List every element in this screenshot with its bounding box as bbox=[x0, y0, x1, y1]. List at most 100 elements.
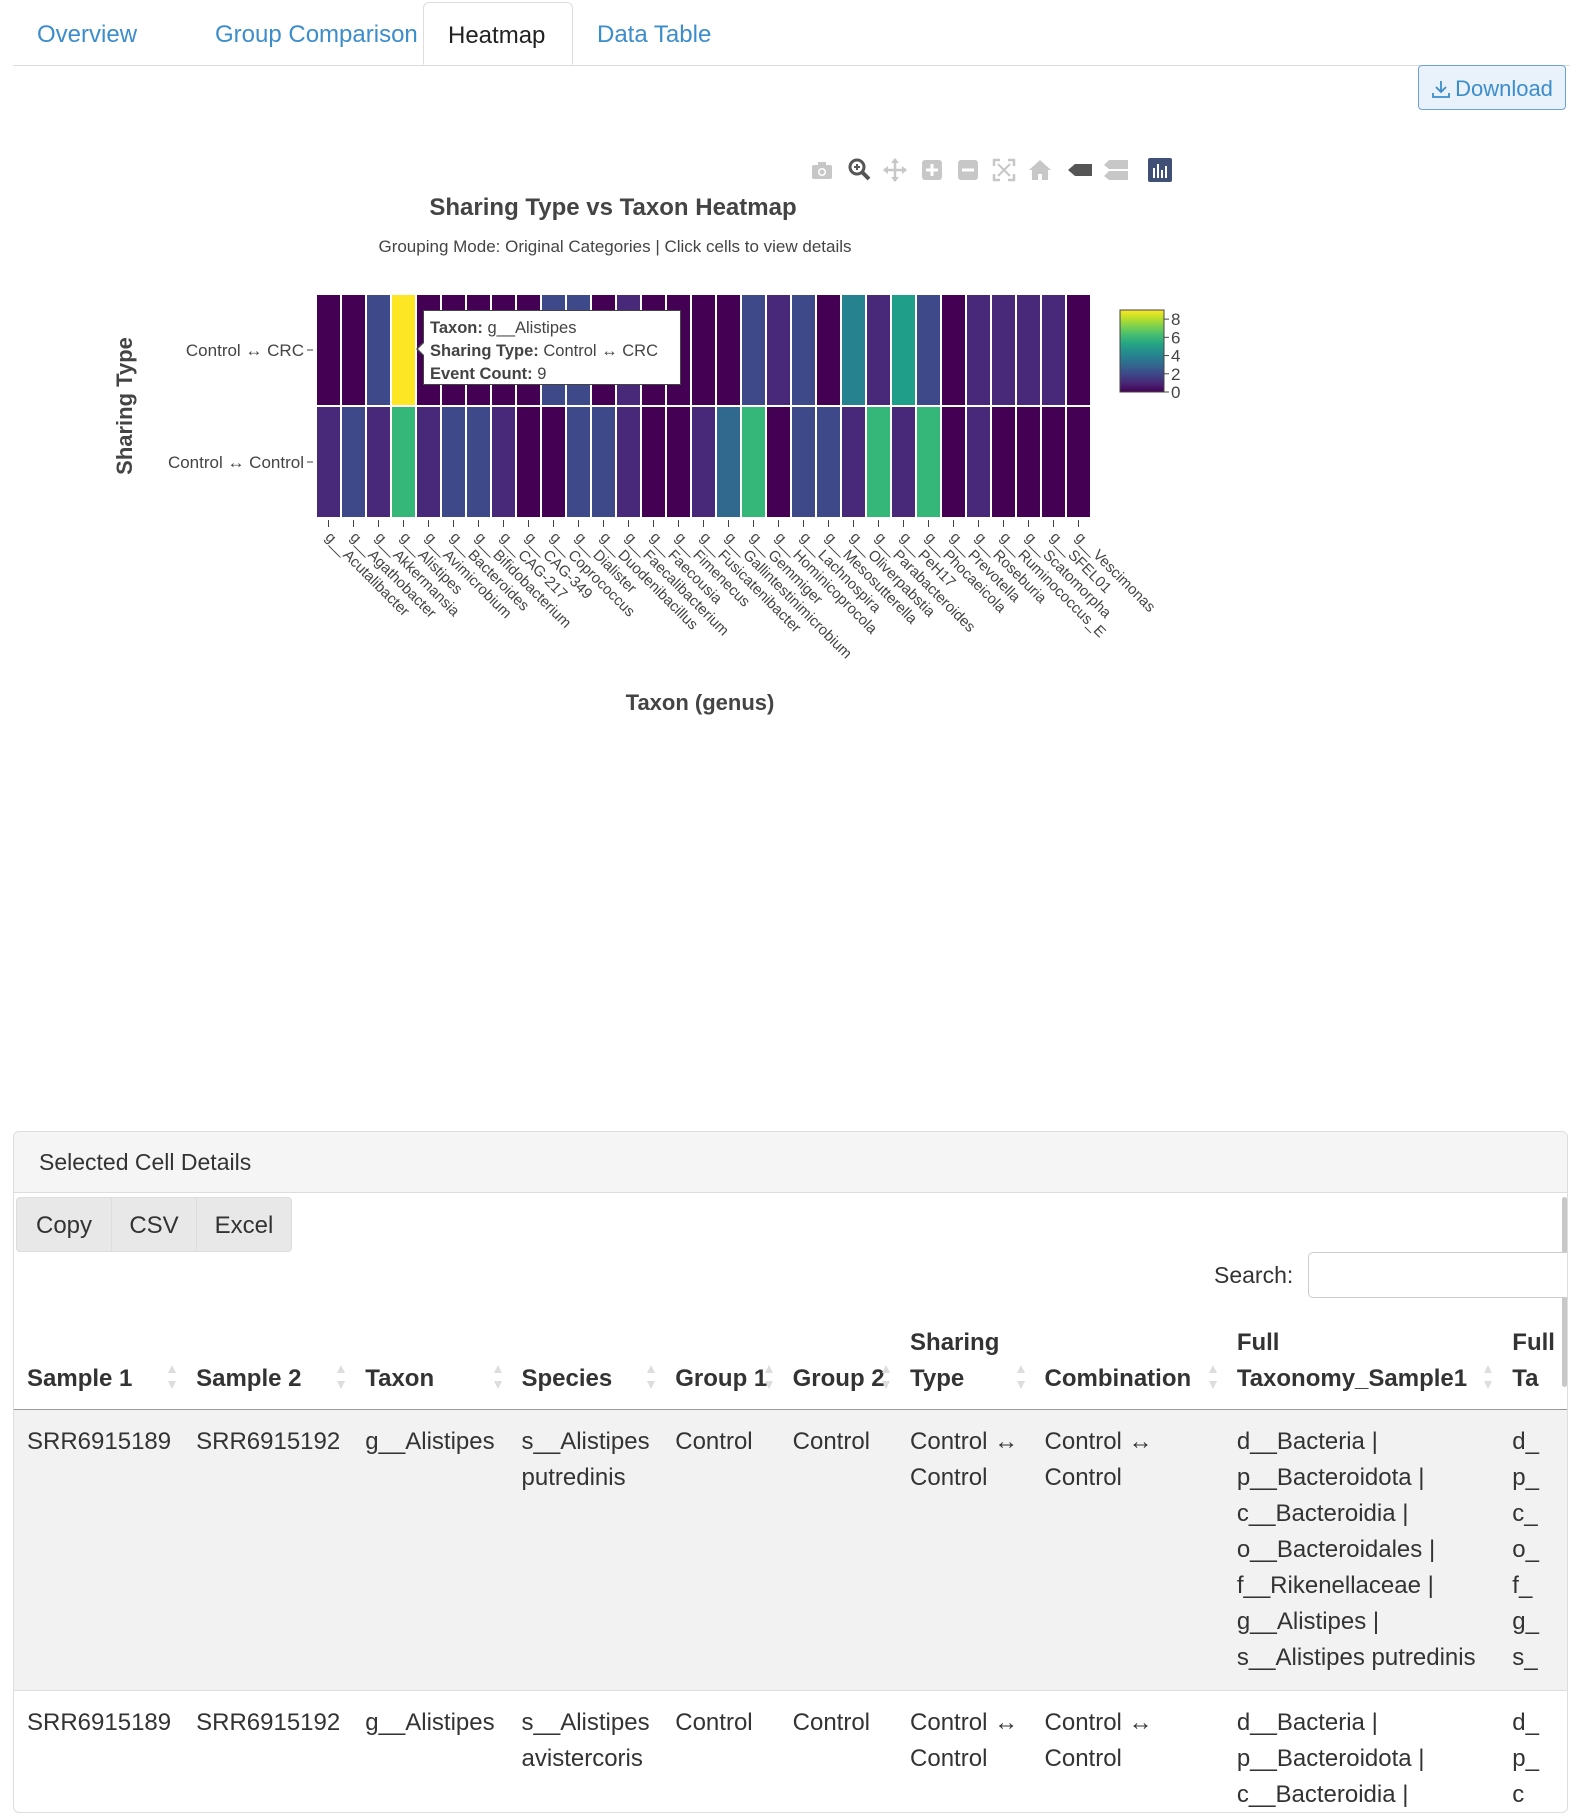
heatmap-cell[interactable] bbox=[342, 407, 365, 517]
heatmap-cell[interactable] bbox=[742, 407, 765, 517]
hover-closest-icon[interactable] bbox=[1066, 156, 1094, 184]
heatmap-cell[interactable] bbox=[592, 407, 615, 517]
heatmap-cell[interactable] bbox=[642, 407, 665, 517]
heatmap-cell[interactable] bbox=[617, 407, 640, 517]
autoscale-icon[interactable] bbox=[990, 156, 1018, 184]
heatmap-cell[interactable] bbox=[767, 295, 790, 405]
copy-button[interactable]: Copy bbox=[16, 1197, 112, 1252]
cell-full-taxonomy-sample2: d_p_c bbox=[1499, 1691, 1567, 1813]
hover-compare-icon[interactable] bbox=[1102, 156, 1130, 184]
heatmap-cell[interactable] bbox=[1067, 407, 1090, 517]
cell-sample2: SRR6915192 bbox=[183, 1691, 352, 1813]
sort-icon bbox=[336, 1363, 346, 1391]
sort-icon bbox=[646, 1363, 656, 1391]
plotly-logo-icon[interactable] bbox=[1146, 156, 1174, 184]
colorbar-tick-label: 4 bbox=[1171, 347, 1180, 366]
heatmap-cell[interactable] bbox=[1017, 295, 1040, 405]
cell-group2: Control bbox=[780, 1410, 897, 1691]
heatmap-cell[interactable] bbox=[317, 295, 340, 405]
heatmap-cell[interactable] bbox=[317, 407, 340, 517]
heatmap-cell[interactable] bbox=[367, 295, 390, 405]
heatmap-cell[interactable] bbox=[767, 407, 790, 517]
heatmap-cell[interactable] bbox=[717, 295, 740, 405]
column-header[interactable]: Full Ta bbox=[1499, 1317, 1567, 1410]
y-axis-title: Sharing Type bbox=[112, 337, 137, 475]
cell-full-taxonomy: d__Bacteria |p__Bacteroidota |c__Bactero… bbox=[1224, 1410, 1499, 1691]
heatmap-cell[interactable] bbox=[692, 295, 715, 405]
heatmap-cell[interactable] bbox=[492, 407, 515, 517]
heatmap-cell[interactable] bbox=[967, 407, 990, 517]
heatmap-cell[interactable] bbox=[742, 295, 765, 405]
heatmap-cell[interactable] bbox=[942, 295, 965, 405]
cell-sample1: SRR6915189 bbox=[14, 1691, 183, 1813]
cell-full-taxonomy: d__Bacteria |p__Bacteroidota |c__Bactero… bbox=[1224, 1691, 1499, 1813]
heatmap-cell[interactable] bbox=[717, 407, 740, 517]
csv-button[interactable]: CSV bbox=[111, 1197, 197, 1252]
heatmap-cell[interactable] bbox=[667, 407, 690, 517]
heatmap-cell[interactable] bbox=[517, 407, 540, 517]
column-header[interactable]: Sample 2 bbox=[183, 1317, 352, 1410]
heatmap-cell[interactable] bbox=[417, 407, 440, 517]
heatmap-cell[interactable] bbox=[1067, 295, 1090, 405]
cell-species: s__Alistipes avistercoris bbox=[509, 1691, 663, 1813]
cell-full-taxonomy-sample2: d_p_c_o_f_g_s_ bbox=[1499, 1410, 1567, 1691]
heatmap-cell[interactable] bbox=[342, 295, 365, 405]
column-header[interactable]: Group 1 bbox=[662, 1317, 779, 1410]
excel-button[interactable]: Excel bbox=[196, 1197, 292, 1252]
heatmap-cell[interactable] bbox=[892, 295, 915, 405]
camera-icon[interactable] bbox=[808, 156, 836, 184]
zoom-icon[interactable] bbox=[845, 156, 873, 184]
cell-combination: Control ↔ Control bbox=[1032, 1410, 1224, 1691]
heatmap-cell[interactable] bbox=[567, 407, 590, 517]
reset-axes-icon[interactable] bbox=[1026, 156, 1054, 184]
column-header[interactable]: Full Taxonomy_Sample1 bbox=[1224, 1317, 1499, 1410]
heatmap-cell[interactable] bbox=[1042, 407, 1065, 517]
zoom-in-icon[interactable] bbox=[918, 156, 946, 184]
column-header[interactable]: Sample 1 bbox=[14, 1317, 183, 1410]
column-header[interactable]: Sharing Type bbox=[897, 1317, 1031, 1410]
tooltip-taxon: g__Alistipes bbox=[487, 319, 576, 337]
pan-icon[interactable] bbox=[881, 156, 909, 184]
heatmap-cell[interactable] bbox=[392, 295, 415, 405]
heatmap-cell[interactable] bbox=[792, 295, 815, 405]
heatmap-cell[interactable] bbox=[917, 295, 940, 405]
sort-icon bbox=[493, 1363, 503, 1391]
sort-icon bbox=[1483, 1363, 1493, 1391]
y-tick-label: Control ↔ CRC bbox=[186, 341, 304, 360]
cell-taxon: g__Alistipes bbox=[352, 1410, 508, 1691]
heatmap-cell[interactable] bbox=[817, 295, 840, 405]
cell-taxon: g__Alistipes bbox=[352, 1691, 508, 1813]
zoom-out-icon[interactable] bbox=[954, 156, 982, 184]
heatmap-cell[interactable] bbox=[842, 407, 865, 517]
heatmap-cell[interactable] bbox=[992, 407, 1015, 517]
heatmap-cell[interactable] bbox=[867, 295, 890, 405]
heatmap-cell[interactable] bbox=[1017, 407, 1040, 517]
heatmap-cell[interactable] bbox=[992, 295, 1015, 405]
column-header[interactable]: Combination bbox=[1032, 1317, 1224, 1410]
cell-group2: Control bbox=[780, 1691, 897, 1813]
heatmap-cell[interactable] bbox=[867, 407, 890, 517]
heatmap-cell[interactable] bbox=[817, 407, 840, 517]
column-header[interactable]: Group 2 bbox=[780, 1317, 897, 1410]
heatmap-cell[interactable] bbox=[467, 407, 490, 517]
heatmap-cell[interactable] bbox=[367, 407, 390, 517]
heatmap-cell[interactable] bbox=[942, 407, 965, 517]
column-header[interactable]: Species bbox=[509, 1317, 663, 1410]
heatmap-cell[interactable] bbox=[967, 295, 990, 405]
heatmap-cell[interactable] bbox=[542, 407, 565, 517]
search-input[interactable] bbox=[1308, 1252, 1568, 1298]
column-header[interactable]: Taxon bbox=[352, 1317, 508, 1410]
heatmap-cell[interactable] bbox=[392, 407, 415, 517]
heatmap-cell[interactable] bbox=[842, 295, 865, 405]
sort-icon bbox=[764, 1363, 774, 1391]
heatmap-cell[interactable] bbox=[1042, 295, 1065, 405]
heatmap-cell[interactable] bbox=[892, 407, 915, 517]
heatmap-cell[interactable] bbox=[917, 407, 940, 517]
heatmap-cell[interactable] bbox=[442, 407, 465, 517]
cell-group1: Control bbox=[662, 1410, 779, 1691]
x-axis-title: Taxon (genus) bbox=[626, 690, 775, 715]
heatmap-cell[interactable] bbox=[692, 407, 715, 517]
heatmap-cell[interactable] bbox=[792, 407, 815, 517]
